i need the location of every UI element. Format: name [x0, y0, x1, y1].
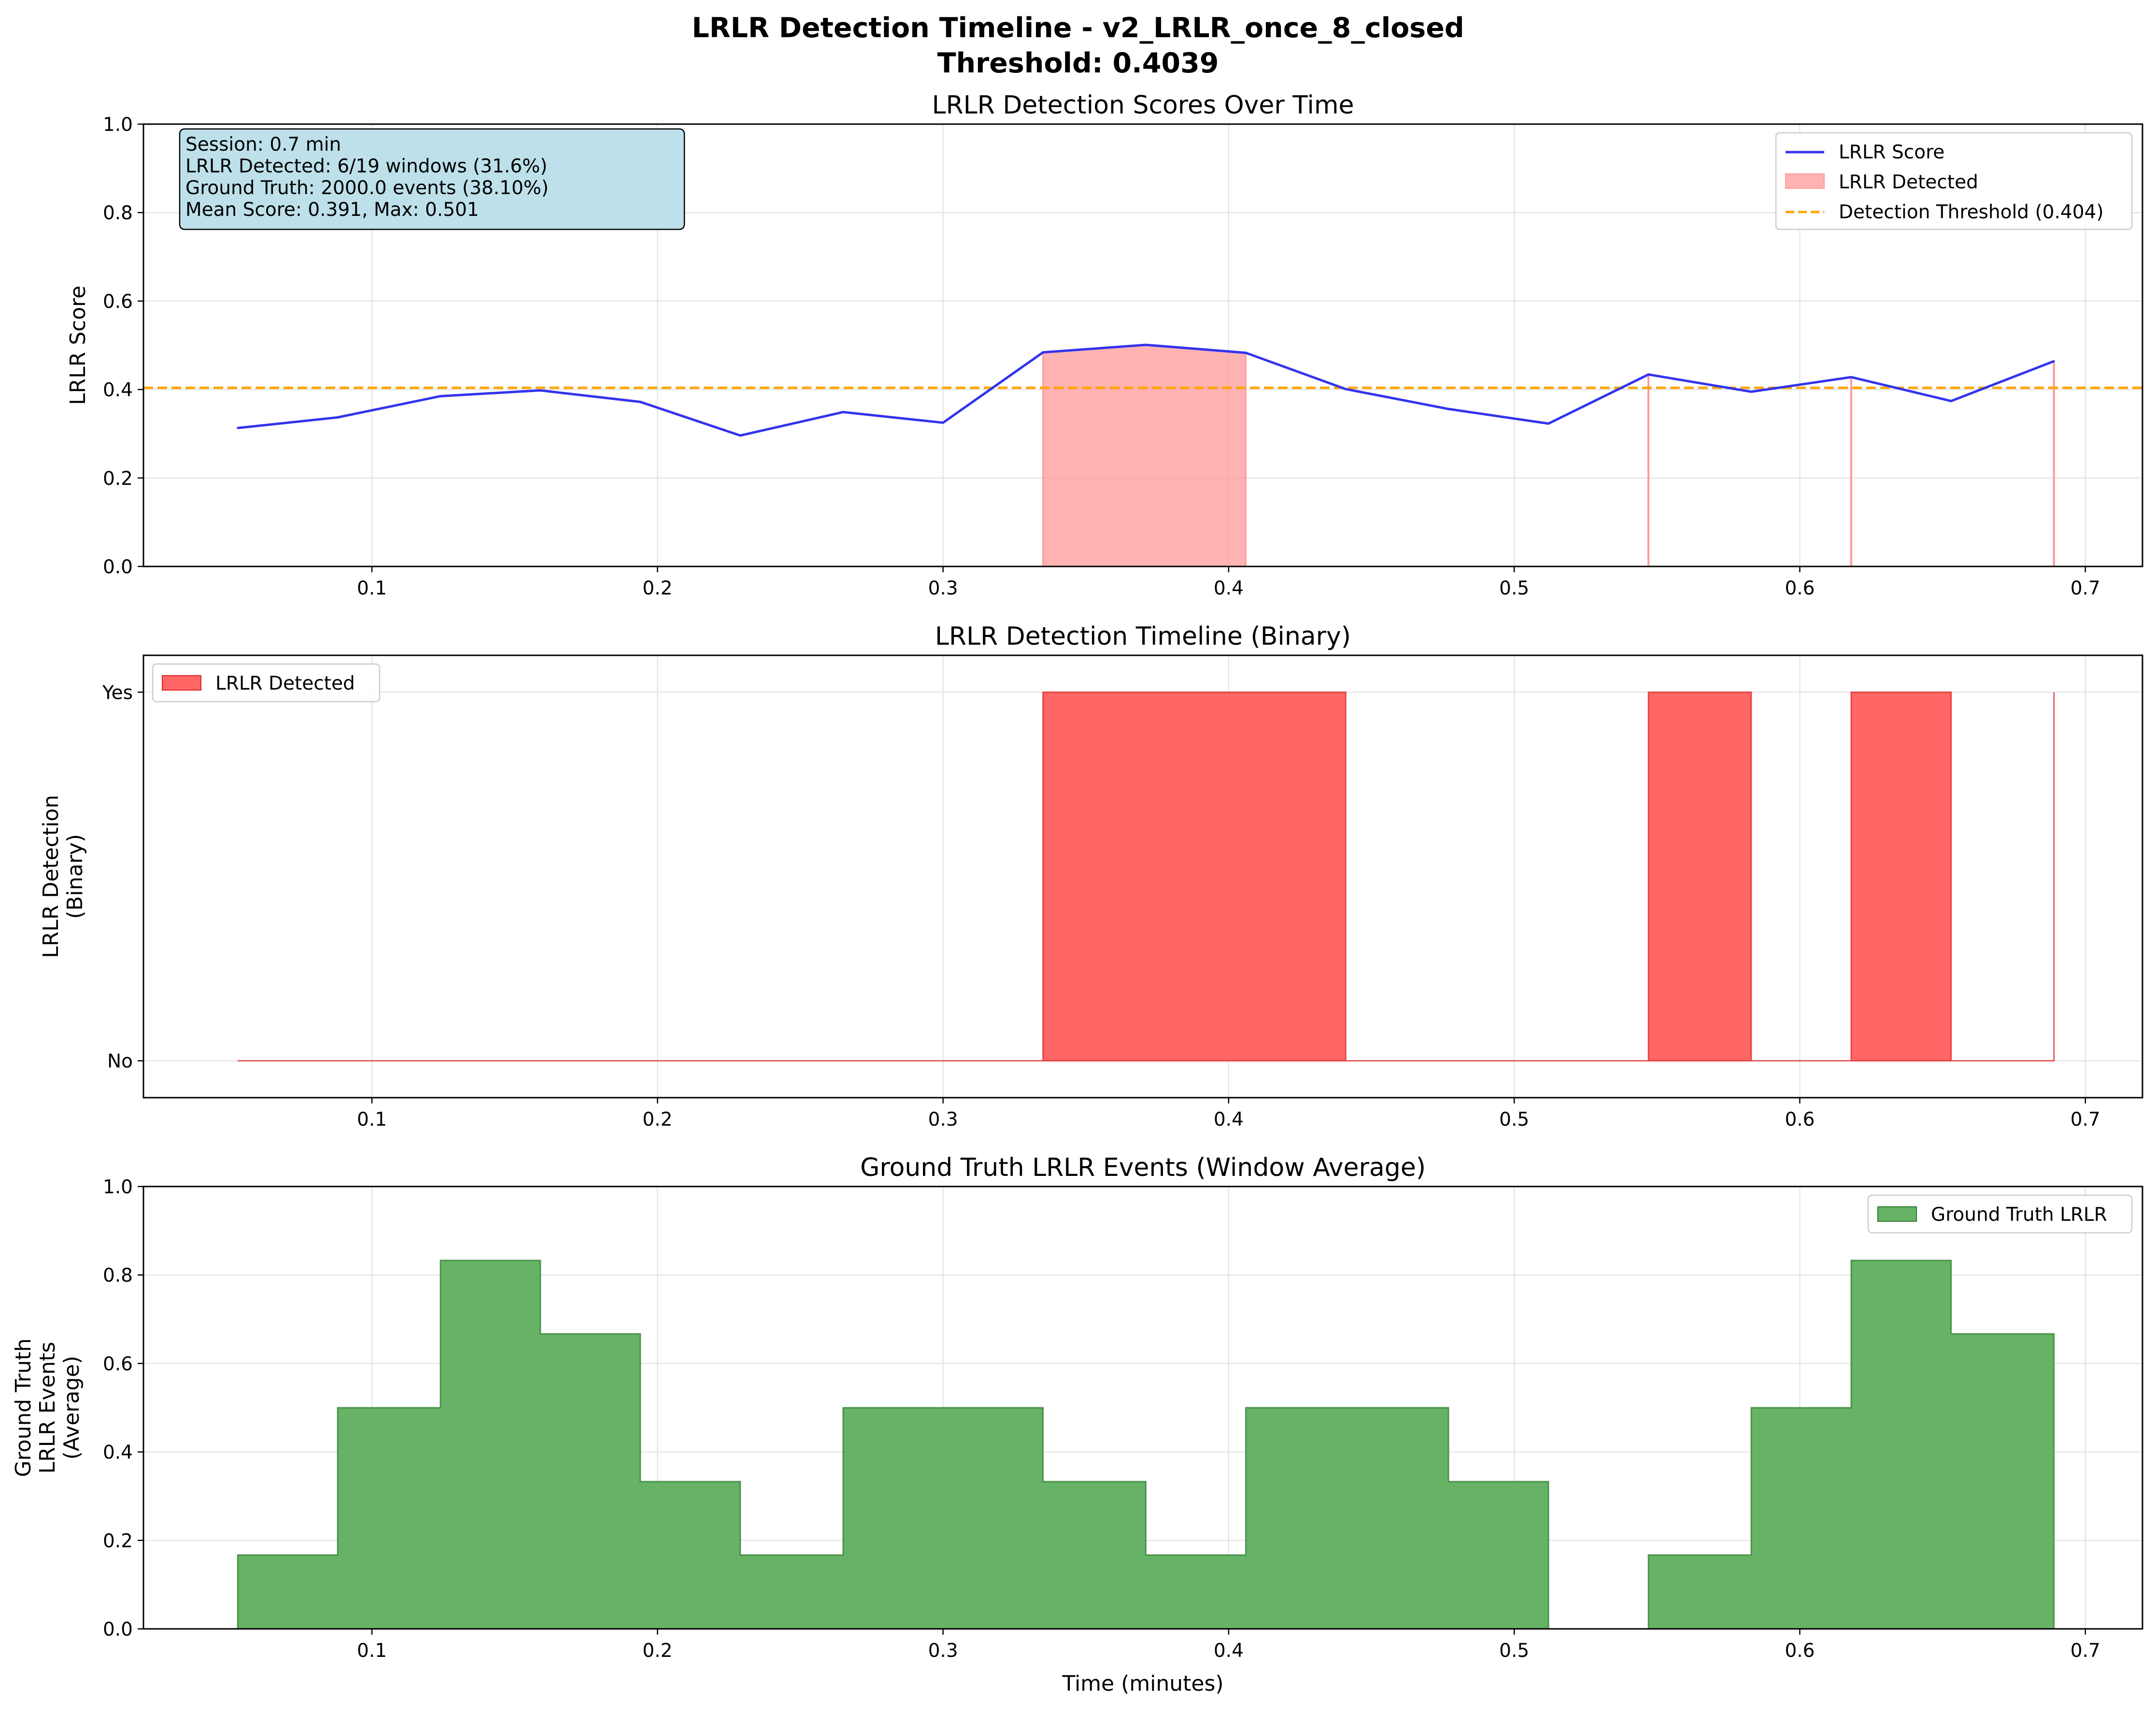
y-tick-label: 1.0: [103, 1176, 133, 1198]
legend-gt-swatch: [1877, 1206, 1917, 1222]
subplot-title: Ground Truth LRLR Events (Window Average…: [860, 1153, 1426, 1182]
info-box-line: Mean Score: 0.391, Max: 0.501: [185, 199, 479, 221]
info-box-line: Ground Truth: 2000.0 events (38.10%): [185, 177, 549, 199]
legend-binary-swatch: [162, 675, 201, 691]
legend-detected-label: LRLR Detected: [1839, 171, 1978, 193]
x-tick-label: 0.2: [642, 1109, 672, 1131]
y-tick-label: 0.8: [103, 202, 133, 224]
x-tick-label: 0.6: [1785, 578, 1815, 599]
score-point: [539, 389, 541, 392]
score-point: [1750, 391, 1752, 393]
y-axis-label-line: (Binary): [63, 834, 87, 919]
x-tick-label: 0.7: [2071, 1640, 2100, 1662]
y-tick-label: 0.2: [103, 1530, 133, 1552]
ground-truth-area: [237, 1259, 2055, 1630]
y-tick-label: 0.6: [103, 291, 133, 312]
axes-frame: [142, 123, 2143, 567]
y-tick-label: Yes: [102, 682, 133, 704]
score-point: [439, 395, 441, 397]
score-point: [842, 411, 844, 413]
y-tick-label: 0.4: [103, 1442, 133, 1464]
score-point: [942, 422, 944, 424]
score-point: [337, 416, 339, 419]
y-tick-label: 0.2: [103, 468, 133, 490]
legend-box: [1775, 132, 2133, 230]
y-tick-label: 1.0: [103, 114, 133, 136]
legend-detected-swatch: [1785, 173, 1825, 189]
x-tick-label: 0.1: [357, 1109, 387, 1131]
y-tick-label: 0.0: [103, 1619, 133, 1640]
detected-region: [1042, 344, 1247, 567]
x-tick-label: 0.1: [357, 578, 387, 599]
score-point: [1547, 423, 1550, 425]
axes-frame: [142, 654, 2143, 1099]
legend-gt-label: Ground Truth LRLR: [1931, 1204, 2107, 1226]
y-axis-label-line: LRLR Events: [35, 1342, 60, 1473]
x-tick-label: 0.4: [1214, 578, 1244, 599]
x-tick-label: 0.6: [1785, 1640, 1815, 1662]
legend-box: [1867, 1194, 2133, 1234]
y-axis-label-line: Ground Truth: [11, 1338, 36, 1477]
suptitle-line1: LRLR Detection Timeline - v2_LRLR_once_8…: [692, 12, 1464, 44]
x-tick-label: 0.3: [928, 1109, 958, 1131]
suptitle-line2: Threshold: 0.4039: [937, 47, 1219, 79]
score-point: [1950, 400, 1952, 402]
axes-frame: [142, 1186, 2143, 1630]
legend-threshold-label: Detection Threshold (0.404): [1839, 201, 2104, 223]
score-point: [1245, 352, 1247, 354]
x-axis-label: Time (minutes): [1062, 1671, 1223, 1696]
y-axis-label-line: LRLR Detection: [39, 795, 63, 958]
score-point: [237, 427, 239, 429]
score-point: [1647, 373, 1650, 376]
x-tick-label: 0.7: [2071, 1109, 2100, 1131]
y-tick-label: 0.4: [103, 380, 133, 401]
info-box-line: Session: 0.7 min: [185, 134, 341, 155]
score-point: [1850, 376, 1852, 378]
info-box-line: LRLR Detected: 6/19 windows (31.6%): [185, 155, 547, 177]
ground-truth-subplot: 0.1 0.2 0.3 0.4 0.5 0.6 0.7 0.0 0.2 0.4 0.6 0.8 1.0 G…: [11, 1153, 2143, 1696]
x-tick-label: 0.2: [642, 1640, 672, 1662]
y-tick-label: 0.0: [103, 556, 133, 578]
y-tick-label: 0.8: [103, 1265, 133, 1286]
score-point: [1447, 408, 1450, 410]
x-tick-label: 0.5: [1499, 1109, 1529, 1131]
score-point: [639, 401, 641, 403]
x-tick-label: 0.4: [1214, 1109, 1244, 1131]
y-tick-label: 0.6: [103, 1353, 133, 1375]
x-tick-label: 0.5: [1499, 1640, 1529, 1662]
y-tick-label: No: [107, 1051, 133, 1073]
x-tick-label: 0.1: [357, 1640, 387, 1662]
score-point: [739, 434, 741, 437]
legend-score-label: LRLR Score: [1839, 141, 1944, 163]
info-box: [179, 128, 685, 230]
x-tick-label: 0.4: [1214, 1640, 1244, 1662]
y-axis-label: LRLR Score: [66, 285, 90, 405]
subplot-title: LRLR Detection Scores Over Time: [932, 91, 1354, 120]
x-tick-label: 0.3: [928, 578, 958, 599]
x-tick-label: 0.6: [1785, 1109, 1815, 1131]
y-axis-label-line: (Average): [59, 1356, 84, 1459]
score-subplot: 0.1 0.2 0.3 0.4 0.5 0.6 0.7 0.0 0.2 0.4 0.6 0.8 1.0 L…: [66, 91, 2143, 599]
score-point: [1345, 388, 1347, 390]
score-point: [2053, 360, 2055, 362]
binary-subplot: 0.1 0.2 0.3 0.4 0.5 0.6 0.7 No Yes LRLR Detection…: [39, 622, 2143, 1131]
score-point: [1145, 344, 1147, 346]
legend-box: [152, 663, 381, 703]
x-tick-label: 0.7: [2071, 578, 2100, 599]
x-tick-label: 0.5: [1499, 578, 1529, 599]
binary-detection-area: [238, 691, 2055, 1062]
subplot-title: LRLR Detection Timeline (Binary): [935, 622, 1351, 651]
x-tick-label: 0.3: [928, 1640, 958, 1662]
x-tick-label: 0.2: [642, 578, 672, 599]
score-point: [1042, 351, 1044, 353]
legend-binary-label: LRLR Detected: [215, 673, 355, 694]
